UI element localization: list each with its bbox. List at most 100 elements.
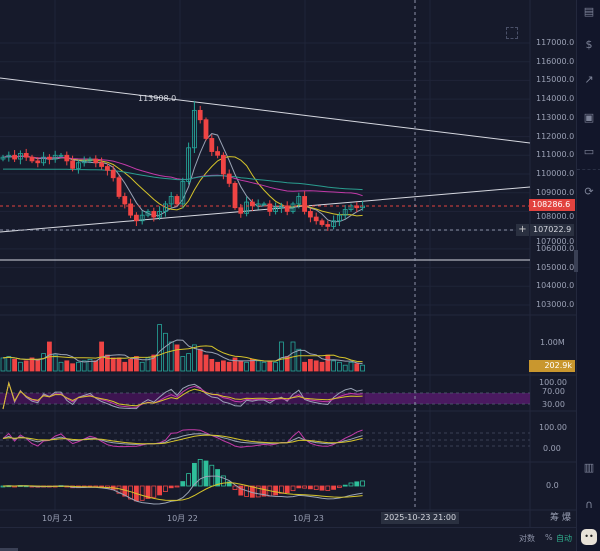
candle-body — [64, 154, 70, 162]
volume-bar — [336, 361, 342, 372]
candle-body — [226, 173, 232, 184]
macd-histogram-bar — [348, 482, 354, 487]
candle-body — [6, 154, 12, 158]
candle-body — [47, 156, 52, 160]
volume-ma-line — [2, 345, 363, 363]
volume-tag: 202.9k — [529, 360, 575, 372]
percent-scale-button[interactable]: % — [545, 533, 553, 542]
volume-bar — [278, 341, 284, 372]
macd-histogram-bar — [360, 480, 366, 487]
volume-bar — [64, 360, 70, 372]
volume-bar — [261, 361, 267, 372]
macd-histogram-bar — [278, 485, 284, 494]
candle-body — [29, 156, 35, 162]
volume-bar — [58, 361, 64, 372]
kdj-line — [2, 433, 363, 445]
candle-body — [157, 211, 163, 218]
price-label: 116000.0 — [536, 56, 575, 66]
macd-histogram-bar — [302, 485, 308, 489]
trend-line-down — [0, 77, 531, 144]
candle-body — [23, 153, 29, 158]
swap-icon[interactable]: ⟳ — [584, 185, 594, 198]
candle-body — [296, 196, 302, 205]
current-price-tag: 108286.6 — [529, 199, 575, 211]
macd-histogram-bar — [261, 485, 267, 497]
burst-button[interactable]: 爆 — [562, 513, 572, 523]
candle-body — [105, 166, 110, 171]
candle-body — [331, 220, 337, 227]
candle-body — [209, 138, 215, 152]
volume-bar — [220, 360, 226, 372]
sidebar-collapse-handle[interactable] — [574, 250, 578, 272]
layout-icon[interactable]: ▥ — [583, 461, 595, 474]
time-label-21: 10月 21 — [42, 514, 73, 523]
log-scale-button[interactable]: 对数 — [519, 534, 535, 543]
price-label: 113000.0 — [536, 112, 575, 122]
volume-bar — [197, 348, 203, 372]
candle-body — [116, 177, 122, 197]
candle-body — [52, 154, 58, 160]
macd-histogram-bar — [307, 485, 313, 490]
candle-body — [186, 147, 192, 182]
macd-dea-line — [3, 482, 363, 501]
ticker-icon[interactable]: ▭ — [583, 145, 595, 158]
volume-bar — [151, 354, 157, 372]
macd-histogram-bar — [191, 462, 197, 487]
crosshair-add-button[interactable]: + — [516, 224, 529, 236]
price-icon[interactable]: $ — [585, 38, 593, 51]
chart-up-icon[interactable]: ↗ — [584, 73, 594, 86]
macd-histogram-bar — [220, 475, 226, 487]
candle-body — [162, 203, 168, 212]
candle-body — [151, 211, 157, 218]
macd-histogram-bar — [186, 473, 192, 487]
macd-histogram-bar — [325, 485, 331, 491]
volume-bar — [105, 354, 110, 372]
order-book-icon[interactable]: ▤ — [583, 5, 595, 18]
support-headset-icon[interactable]: ∩ — [584, 498, 594, 511]
kdj-label-0: 0.00 — [543, 444, 561, 453]
volume-bar — [17, 361, 23, 372]
chips-button[interactable]: 筹 — [550, 513, 560, 523]
volume-bar — [180, 356, 186, 372]
macd-histogram-bar — [215, 469, 221, 487]
volume-bar — [6, 356, 12, 372]
macd-histogram-bar — [203, 460, 209, 487]
auto-scale-button[interactable]: 自动 — [556, 534, 572, 543]
volume-bar — [133, 356, 139, 372]
macd-histogram-bar — [157, 485, 163, 496]
price-label: 111000.0 — [536, 150, 575, 160]
volume-bar — [41, 353, 46, 372]
candle-body — [203, 119, 209, 139]
volume-bar — [302, 361, 308, 372]
volume-bar — [116, 357, 122, 372]
price-label: 104000.0 — [536, 281, 575, 291]
fullscreen-icon[interactable] — [506, 27, 518, 39]
rsi-label-30: 30.00 — [542, 400, 565, 409]
price-label: 108000.0 — [536, 212, 575, 221]
robot-avatar-icon[interactable]: •• — [581, 529, 597, 545]
candle-body — [232, 182, 238, 209]
volume-bar — [238, 360, 244, 372]
indicator-icon[interactable]: ▣ — [583, 111, 595, 124]
macd-histogram-bar — [290, 485, 296, 492]
volume-bar — [145, 357, 151, 372]
price-chart[interactable] — [0, 0, 576, 527]
rsi-label-70: 70.00 — [542, 387, 565, 396]
volume-bar — [244, 361, 250, 372]
macd-histogram-bar — [232, 485, 238, 490]
candle-body — [174, 196, 180, 205]
candle-body — [319, 220, 325, 225]
price-label: 114000.0 — [536, 94, 575, 104]
volume-bar — [307, 358, 313, 372]
candle-body — [145, 211, 151, 216]
candle-body — [76, 162, 81, 169]
volume-bar — [157, 324, 163, 372]
macd-histogram-bar — [296, 485, 302, 489]
bottom-bar: 对数 % 自动 — [0, 527, 576, 548]
horizontal-scrollbar[interactable] — [0, 548, 18, 551]
volume-bar — [354, 363, 360, 372]
macd-histogram-bar — [284, 485, 290, 494]
volume-bar — [255, 360, 261, 372]
volume-bar — [12, 358, 18, 372]
volume-ma-line — [2, 339, 363, 365]
